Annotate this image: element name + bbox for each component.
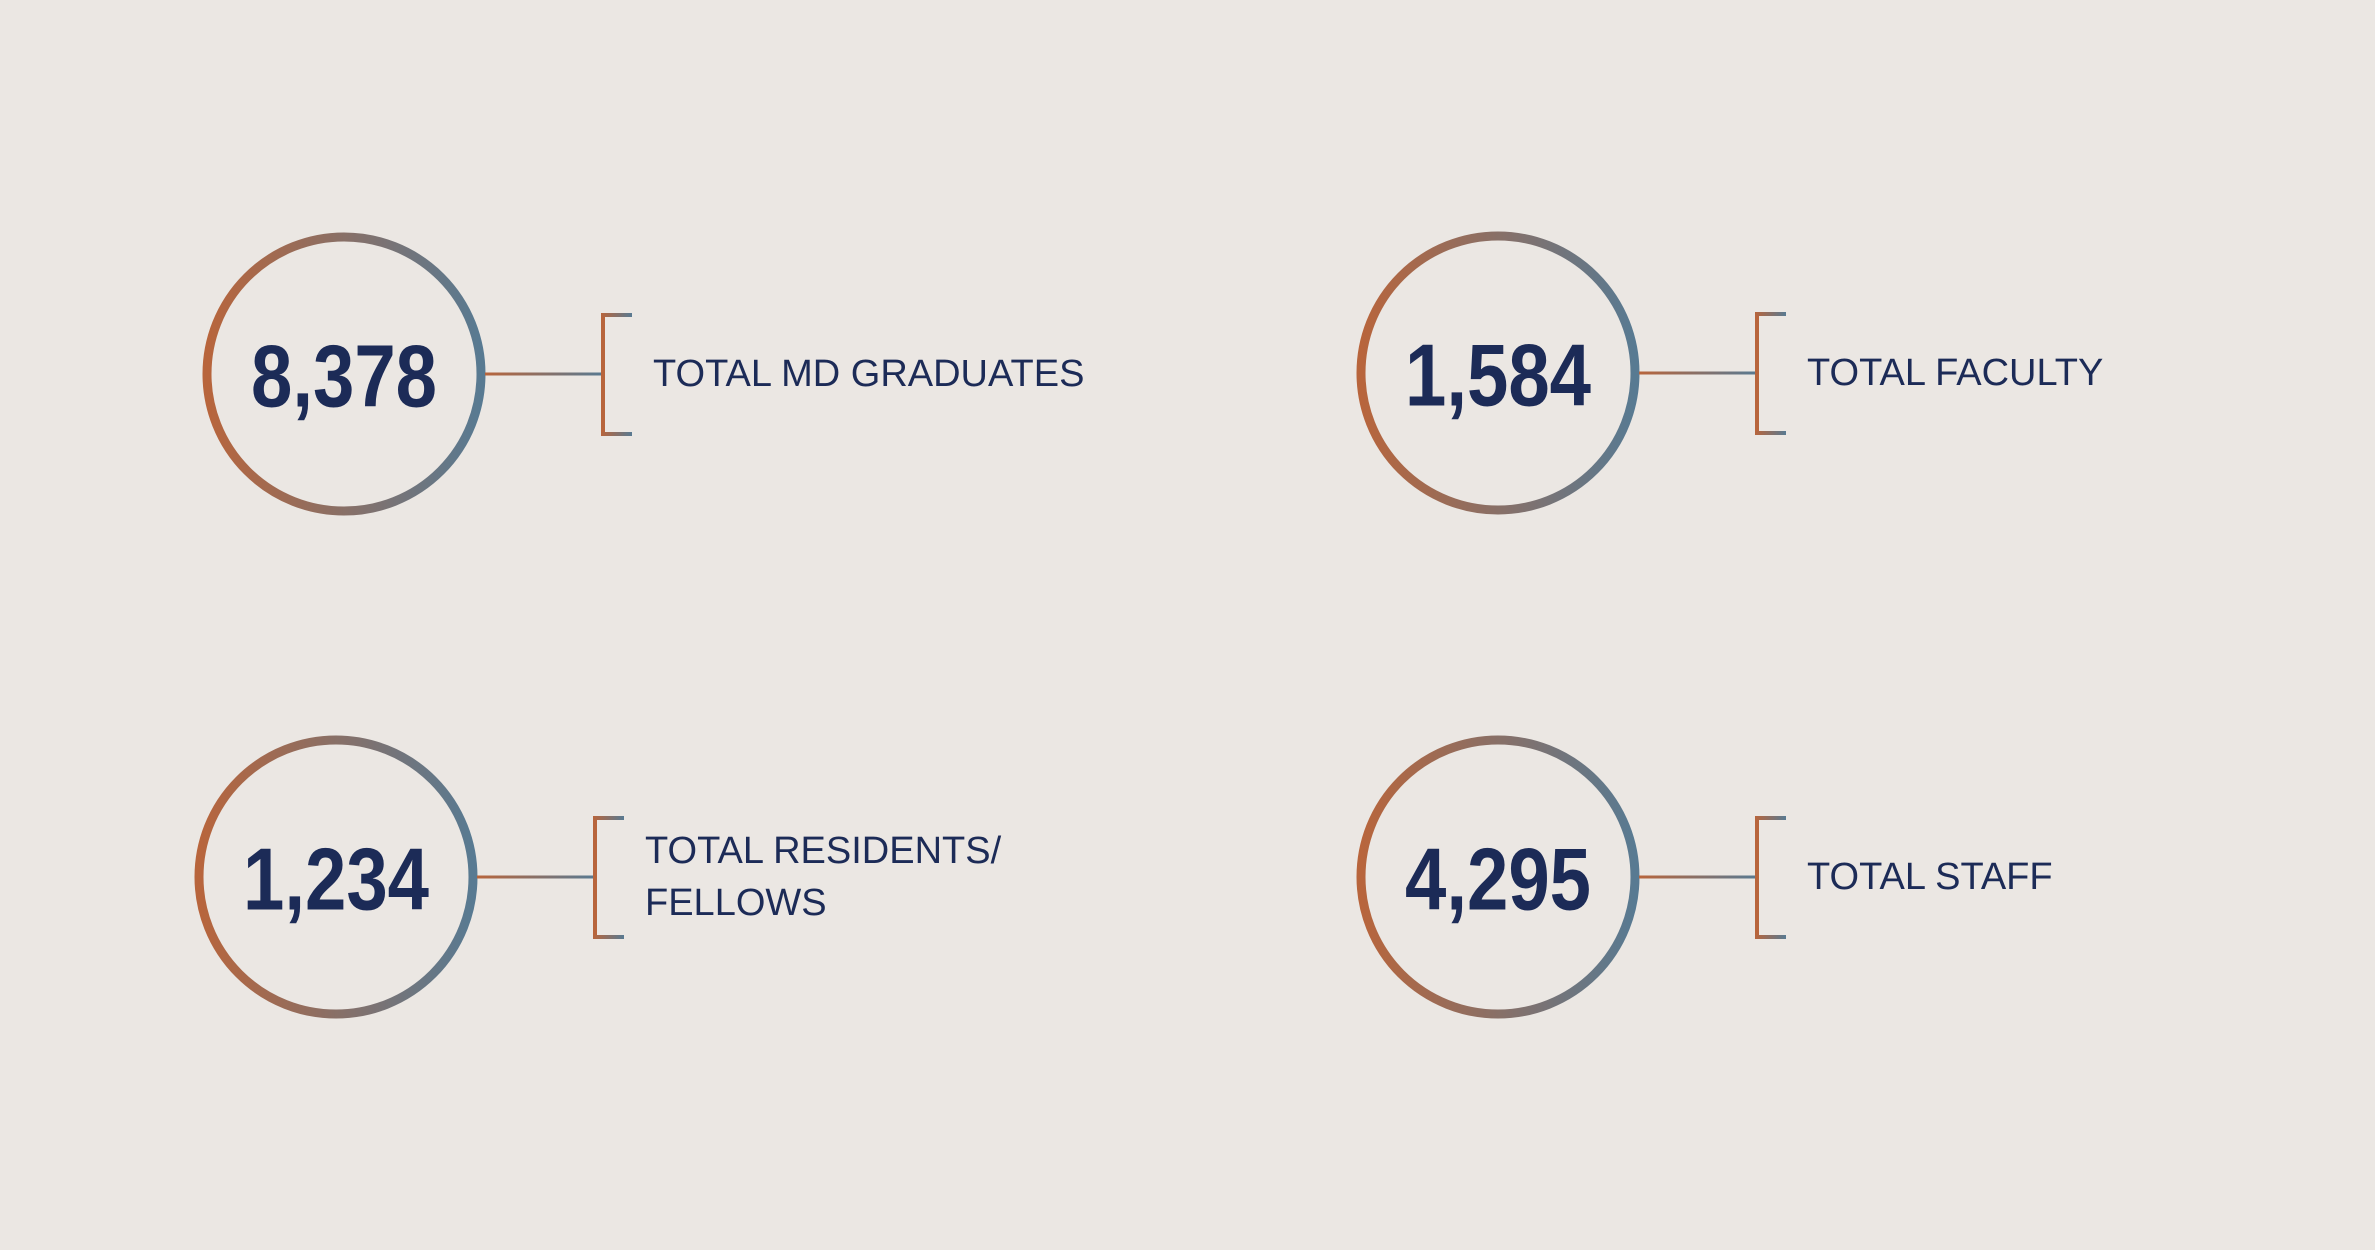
bracket-tick <box>601 313 632 317</box>
stat-ring <box>1356 231 1640 515</box>
stat-item: 1,234 TOTAL RESIDENTS/FELLOWS <box>194 735 1002 1019</box>
bracket <box>593 816 597 939</box>
stat-ring <box>1356 735 1640 1019</box>
bracket <box>1755 312 1759 435</box>
bracket <box>601 313 605 436</box>
bracket-tick <box>1755 431 1786 435</box>
stat-item: 4,295 TOTAL STAFF <box>1356 735 2053 1019</box>
stat-label: TOTAL MD GRADUATES <box>653 353 1084 395</box>
stat-label: TOTAL FACULTY <box>1807 352 2103 394</box>
bracket-tick <box>1755 312 1786 316</box>
bracket-tick <box>1755 935 1786 939</box>
stat-label: FELLOWS <box>645 882 827 924</box>
stat-ring <box>202 232 486 516</box>
stat-item: 8,378 TOTAL MD GRADUATES <box>202 232 1084 516</box>
bracket <box>1755 816 1759 939</box>
bracket-tick <box>1755 816 1786 820</box>
connector <box>485 372 603 376</box>
bracket-tick <box>593 816 624 820</box>
stat-value: 1,234 <box>243 830 429 929</box>
stat-item: 1,584 TOTAL FACULTY <box>1356 231 2103 515</box>
bracket-tick <box>593 935 624 939</box>
stat-label: TOTAL STAFF <box>1807 856 2053 898</box>
stat-value: 4,295 <box>1405 830 1591 929</box>
connector <box>1639 875 1757 879</box>
connector <box>477 875 595 879</box>
stat-ring <box>194 735 478 1019</box>
bracket-tick <box>601 432 632 436</box>
connector <box>1639 371 1757 375</box>
stat-value: 1,584 <box>1405 326 1591 425</box>
stat-label: TOTAL RESIDENTS/ <box>645 830 1002 872</box>
stat-value: 8,378 <box>251 327 437 426</box>
